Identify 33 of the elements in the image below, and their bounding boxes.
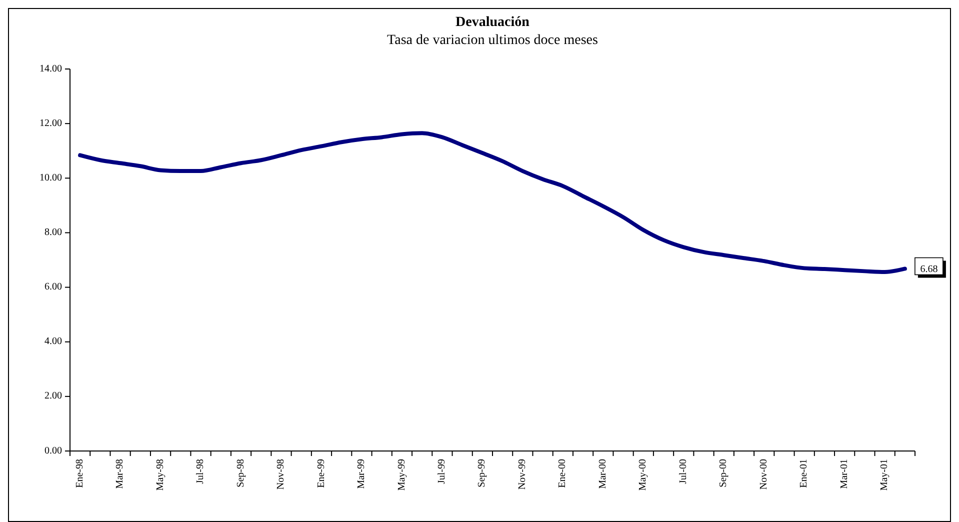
x-tick-label: May-00 — [638, 459, 649, 491]
y-tick-label: 8.00 — [44, 227, 62, 238]
x-tick-label: Nov-99 — [516, 459, 528, 490]
x-tick-label: Sep-00 — [718, 459, 730, 488]
x-tick-label: Nov-00 — [758, 459, 770, 490]
x-tick-label: Mar-01 — [838, 459, 850, 489]
x-tick-label: Ene-00 — [557, 459, 568, 488]
x-tick-label: Jul-98 — [195, 459, 206, 484]
chart-subtitle: Tasa de variacion ultimos doce meses — [387, 33, 598, 48]
x-tick-label: Mar-98 — [114, 459, 126, 489]
y-tick-label: 10.00 — [40, 172, 62, 184]
x-tick-label: Ene-01 — [798, 459, 810, 488]
x-tick-label: May-98 — [154, 459, 166, 491]
x-tick-label: Sep-99 — [476, 459, 488, 488]
y-tick-label: 14.00 — [40, 63, 62, 74]
y-tick-label: 2.00 — [44, 390, 62, 402]
x-tick-label: Ene-99 — [316, 459, 327, 488]
x-tick-label: Jul-00 — [678, 459, 689, 484]
x-tick-label: Mar-00 — [597, 459, 608, 489]
x-tick-label: May-01 — [879, 459, 890, 491]
line-series — [78, 131, 907, 274]
y-tick-label: 4.00 — [44, 336, 62, 348]
x-tick-label: Sep-98 — [235, 459, 246, 488]
data-label: 6.68 — [920, 264, 938, 276]
x-tick-label: Jul-99 — [436, 459, 448, 484]
y-tick-label: 6.00 — [44, 282, 62, 293]
y-tick-label: 12.00 — [40, 118, 62, 129]
x-tick-label: Mar-99 — [356, 459, 368, 489]
x-tick-label: Ene-98 — [74, 459, 86, 488]
chart-title: Devaluación — [456, 15, 530, 30]
y-tick-label: 0.00 — [44, 445, 62, 456]
x-tick-label: Nov-98 — [276, 459, 287, 490]
x-tick-label: May-99 — [396, 459, 408, 491]
